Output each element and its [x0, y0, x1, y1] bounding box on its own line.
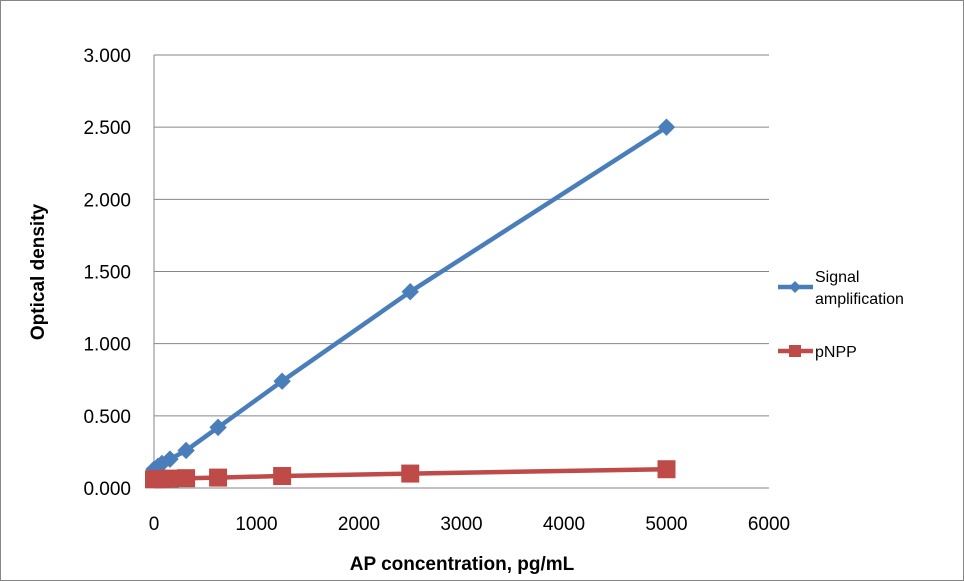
data-point	[209, 468, 228, 487]
y-tick-label: 2.500	[83, 118, 131, 139]
x-tick-label: 2000	[338, 514, 380, 535]
legend-label: amplification	[815, 291, 904, 308]
data-point	[160, 469, 179, 488]
legend-item: pNPP	[778, 344, 857, 361]
x-tick-labels: 0 1000 2000 3000 4000 5000 6000	[149, 514, 790, 535]
data-point	[401, 464, 420, 483]
series-1	[145, 118, 676, 478]
axes	[153, 55, 769, 489]
y-tick-label: 3.000	[83, 46, 131, 67]
y-tick-label: 2.000	[83, 190, 131, 211]
legend-marker	[789, 345, 801, 357]
y-tick-label: 0.000	[83, 479, 131, 500]
y-axis-title: Optical density	[28, 203, 49, 340]
gridlines	[154, 54, 769, 417]
x-tick-label: 1000	[235, 514, 277, 535]
y-tick-label: 1.500	[83, 263, 131, 284]
y-tick-label: 0.500	[83, 407, 131, 428]
legend-label: Signal	[815, 269, 859, 286]
data-point	[401, 282, 419, 301]
x-tick-label: 4000	[543, 514, 585, 535]
legend-label: pNPP	[815, 344, 857, 361]
y-tick-label: 1.000	[83, 335, 131, 356]
legend: Signal amplification pNPP	[778, 269, 904, 361]
x-tick-label: 6000	[748, 514, 790, 535]
data-point	[209, 418, 227, 437]
data-point	[161, 450, 179, 468]
series-2	[145, 460, 676, 489]
data-point	[657, 460, 676, 479]
data-point	[657, 118, 676, 136]
legend-marker	[789, 281, 801, 293]
x-tick-label: 5000	[645, 514, 687, 535]
data-point	[177, 469, 196, 488]
data-point	[273, 372, 291, 390]
data-point	[273, 467, 292, 486]
x-axis-title: AP concentration, pg/mL	[350, 554, 575, 575]
legend-item: Signal amplification	[778, 269, 904, 308]
series-layer	[145, 118, 676, 489]
y-tick-labels: 0.000 0.500 1.000 1.500 2.000 2.500 3.000	[83, 46, 131, 500]
x-tick-label: 0	[149, 514, 160, 535]
data-point	[177, 441, 195, 460]
x-tick-label: 3000	[440, 514, 482, 535]
